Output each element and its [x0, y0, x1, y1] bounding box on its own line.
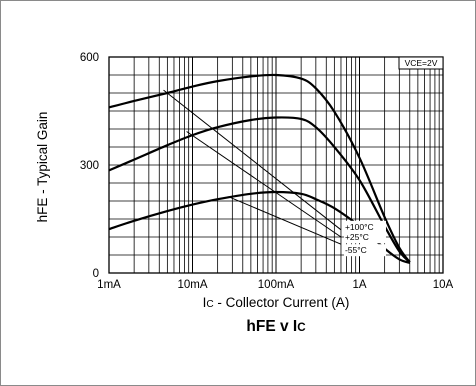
x-tick-label: 10mA: [177, 279, 207, 291]
leader-line-3: [228, 196, 342, 245]
y-axis-title: hFE - Typical Gain: [35, 112, 50, 223]
x-tick-label: 100mA: [258, 279, 295, 291]
plot-area: +100°C+25°C -55°C VCE=2V: [108, 56, 444, 264]
x-axis-title: IC - Collector Current (A): [203, 295, 350, 310]
x-tick-label: 1mA: [97, 279, 121, 291]
series-label-3: -55°C: [345, 245, 367, 255]
y-tick-label: 600: [80, 52, 99, 64]
series-label-bg: [343, 220, 386, 233]
tick-labels: 1mA 10mA 100mA 1A 10A 0 300 600: [80, 52, 454, 291]
y-tick-label: 300: [80, 160, 99, 172]
condition-box: [398, 56, 444, 70]
labels: IC - Collector Current (A) hFE - Typical …: [35, 112, 349, 335]
x-tick-label: 1A: [352, 279, 366, 291]
series-label-2: +25°C: [345, 232, 369, 242]
series-label-bg: [343, 231, 386, 244]
series-label-1: +100°C: [345, 222, 374, 232]
chart-title: hFE v IC: [246, 318, 306, 335]
x-tick-label: 10A: [433, 279, 454, 291]
condition-label: VCE=2V: [405, 58, 438, 68]
series-line-1: [108, 73, 411, 263]
leader-line-2: [186, 131, 342, 238]
leader-line-1: [163, 89, 342, 231]
series-label-bg: [343, 244, 386, 257]
y-tick-label: 0: [93, 268, 99, 280]
